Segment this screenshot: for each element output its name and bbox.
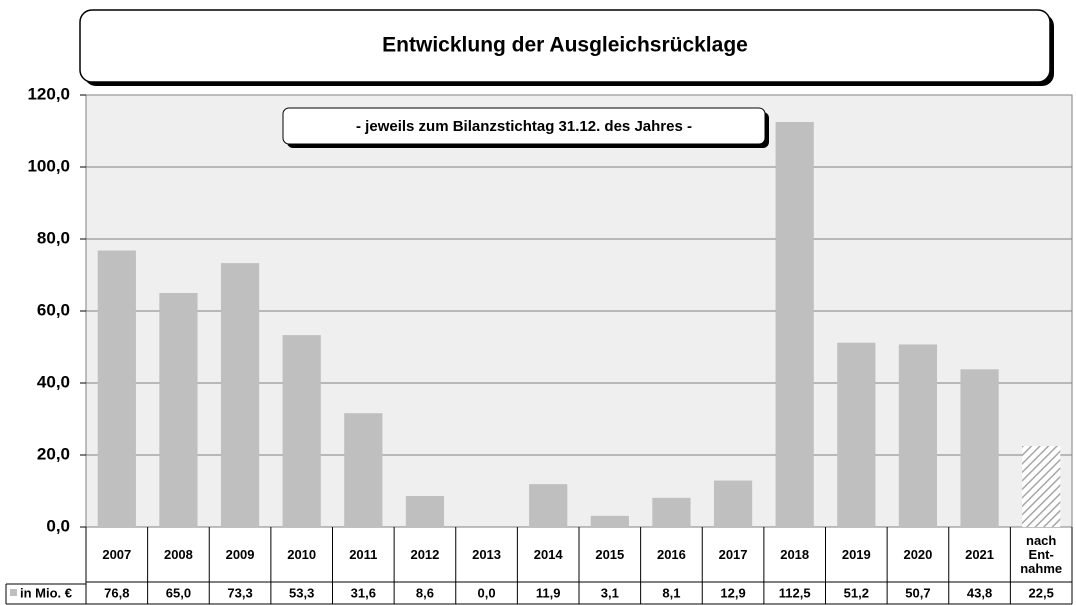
subtitle-box bbox=[282, 107, 766, 145]
y-tick-label: 60,0 bbox=[37, 300, 70, 319]
data-label: 73,3 bbox=[227, 585, 252, 600]
data-label: 11,9 bbox=[536, 585, 561, 600]
data-label: 31,6 bbox=[351, 585, 376, 600]
legend-label: in Mio. € bbox=[20, 585, 72, 600]
x-tick-label: 2020 bbox=[903, 546, 933, 562]
x-tick-label: 2018 bbox=[780, 546, 810, 562]
x-tick-label: 2008 bbox=[163, 546, 193, 562]
data-label: 76,8 bbox=[104, 585, 129, 600]
x-tick-label: 2010 bbox=[287, 546, 317, 562]
bar bbox=[529, 484, 568, 527]
x-tick-label: 2012 bbox=[410, 546, 440, 562]
bar bbox=[159, 293, 198, 527]
bar bbox=[837, 342, 876, 527]
data-label: 53,3 bbox=[289, 585, 314, 600]
data-label: 112,5 bbox=[779, 585, 811, 600]
title-box bbox=[79, 9, 1051, 83]
bar bbox=[282, 335, 321, 527]
y-tick-label: 0,0 bbox=[46, 516, 70, 535]
x-tick-label: nach Ent-nahme bbox=[1020, 532, 1063, 576]
data-label: 12,9 bbox=[720, 585, 745, 600]
y-tick-label: 20,0 bbox=[37, 444, 70, 463]
data-label: 3,1 bbox=[601, 585, 619, 600]
data-label: 51,2 bbox=[844, 585, 869, 600]
y-tick-label: 80,0 bbox=[37, 228, 70, 247]
bar bbox=[960, 369, 999, 527]
x-tick-label: 2007 bbox=[102, 546, 132, 562]
bar bbox=[1022, 446, 1061, 527]
x-tick-label: 2015 bbox=[595, 546, 625, 562]
bar bbox=[97, 250, 136, 527]
bar bbox=[713, 480, 753, 527]
y-tick-label: 40,0 bbox=[37, 372, 70, 391]
bar bbox=[590, 515, 629, 527]
data-label: 0,0 bbox=[478, 585, 496, 600]
x-tick-label: 2013 bbox=[472, 546, 502, 562]
data-label: 8,6 bbox=[416, 585, 434, 600]
y-tick-label: 100,0 bbox=[27, 156, 70, 175]
bar bbox=[344, 413, 383, 527]
x-tick-label: 2016 bbox=[656, 546, 686, 562]
data-label: 43,8 bbox=[967, 585, 992, 600]
x-tick-label: 2017 bbox=[718, 546, 748, 562]
bar bbox=[898, 344, 938, 527]
bar bbox=[405, 496, 445, 527]
x-tick-label: 2014 bbox=[533, 546, 563, 562]
data-label: 8,1 bbox=[662, 585, 680, 600]
data-label: 65,0 bbox=[166, 585, 191, 600]
x-tick-label: 2009 bbox=[225, 546, 255, 562]
y-tick-label: 120,0 bbox=[27, 84, 70, 103]
bar bbox=[652, 497, 691, 527]
x-tick-label: 2011 bbox=[349, 546, 378, 562]
legend-key bbox=[10, 589, 17, 596]
x-tick-label: 2019 bbox=[841, 546, 871, 562]
bar bbox=[775, 122, 814, 527]
bar bbox=[220, 263, 260, 527]
chart-title: Entwicklung der Ausgleichsrücklage bbox=[382, 34, 748, 57]
x-tick-label: 2021 bbox=[965, 546, 995, 562]
data-label: 22,5 bbox=[1029, 585, 1054, 600]
subtitle: - jeweils zum Bilanzstichtag 31.12. des … bbox=[356, 118, 692, 135]
data-label: 50,7 bbox=[905, 585, 930, 600]
